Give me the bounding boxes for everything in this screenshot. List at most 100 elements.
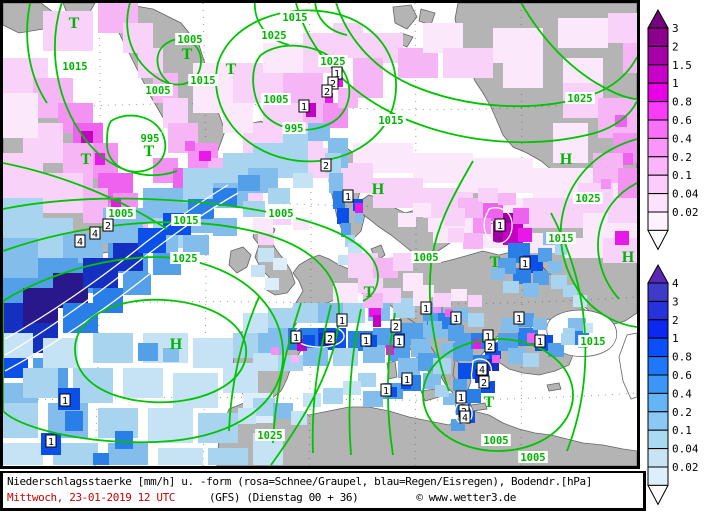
svg-text:1015: 1015 [190, 75, 215, 87]
svg-text:1: 1 [334, 69, 340, 80]
svg-text:1005: 1005 [413, 252, 438, 264]
pressure-label: 1025 [318, 55, 348, 68]
pressure-labels: 1015 1005 1015 1005 995 1015 1025 1025 1005 995 10… [60, 11, 608, 464]
precip-max-label: 2 [320, 158, 332, 172]
precip-max-label: 4 [476, 362, 488, 376]
svg-text:2: 2 [327, 334, 333, 345]
legend-rain-scale: 4 3 2 1 0.8 0.6 0.4 0.2 0.1 0.04 0.02 [647, 263, 699, 506]
precip-max-label: 1 [401, 372, 413, 386]
precip-max-label: 1 [336, 313, 348, 327]
legend-tick-label: 3 [672, 22, 679, 35]
svg-text:1: 1 [497, 221, 503, 232]
svg-text:1: 1 [458, 393, 464, 404]
precip-max-label: 4 [74, 234, 86, 248]
svg-text:1: 1 [453, 314, 459, 325]
caspian-sea [618, 332, 637, 400]
precip-max-label: 1 [298, 99, 310, 113]
legend-tick-label: 0.02 [672, 461, 699, 474]
svg-text:1: 1 [423, 304, 429, 315]
precip-max-label: 4 [89, 226, 101, 240]
low-pressure-markers: T T T T T T T T [69, 15, 501, 411]
caption-date: Mittwoch, 23-01-2019 12 UTC [7, 491, 176, 504]
pressure-label: 1015 [60, 60, 90, 73]
pressure-label: 1005 [261, 93, 291, 106]
precip-max-label: 1 [455, 390, 467, 404]
svg-text:1: 1 [485, 332, 491, 343]
svg-text:1: 1 [522, 259, 528, 270]
svg-text:1: 1 [516, 314, 522, 325]
svg-text:H: H [170, 336, 183, 353]
precip-max-label: 1 [342, 189, 354, 203]
precip-max-label: 1 [380, 383, 392, 397]
svg-text:1: 1 [48, 437, 54, 448]
svg-text:T: T [364, 284, 375, 301]
svg-text:1: 1 [339, 316, 345, 327]
precip-max-label: 1 [513, 311, 525, 325]
isobars [3, 3, 637, 466]
caption-title: Niederschlagsstaerke [mm/h] u. -form (ro… [7, 475, 592, 488]
legend-snow-scale: 3 2 1.5 1 0.8 0.6 0.4 0.2 0.1 0.04 0.02 [647, 8, 699, 251]
svg-text:2: 2 [481, 378, 487, 389]
svg-text:H: H [372, 181, 385, 198]
svg-text:1005: 1005 [108, 208, 133, 220]
legend-tick-label: 3 [672, 295, 679, 308]
svg-text:T: T [226, 61, 237, 78]
svg-text:T: T [490, 254, 501, 271]
precip-max-label: 2 [321, 84, 333, 98]
svg-text:1: 1 [345, 192, 351, 203]
pressure-label: 1005 [518, 451, 548, 464]
svg-text:1005: 1005 [483, 435, 508, 447]
legend-tick-label: 2 [672, 314, 679, 327]
pressure-label: 1025 [565, 92, 595, 105]
svg-text:1: 1 [383, 386, 389, 397]
legend-tick-label: 0.04 [672, 188, 699, 201]
pressure-label: 1015 [578, 335, 608, 348]
svg-text:1025: 1025 [172, 253, 197, 265]
svg-text:2: 2 [323, 161, 329, 172]
svg-text:1025: 1025 [567, 93, 592, 105]
pressure-label: 1025 [255, 429, 285, 442]
svg-text:1015: 1015 [173, 215, 198, 227]
svg-text:1: 1 [537, 337, 543, 348]
svg-text:H: H [560, 151, 573, 168]
svg-text:1005: 1005 [177, 34, 202, 46]
legend-tick-label: 0.4 [672, 132, 692, 145]
precip-max-label: 1 [45, 434, 57, 448]
pressure-label: 1005 [411, 251, 441, 264]
precip-max-label: 1 [534, 334, 546, 348]
legend-tick-label: 0.6 [672, 369, 692, 382]
map-frame: 1015 1005 1015 1005 995 1015 1025 1025 1005 995 10… [0, 0, 640, 469]
svg-text:T: T [69, 15, 80, 32]
svg-text:1015: 1015 [378, 115, 403, 127]
high-pressure-markers: H H H H [170, 151, 635, 353]
pressure-label: 1015 [376, 114, 406, 127]
precip-max-label: 2 [327, 76, 339, 90]
precip-max-label: 1 [59, 393, 71, 407]
precip-max-label: 2 [102, 218, 114, 232]
svg-text:T: T [81, 151, 92, 168]
pressure-label: 1005 [266, 207, 296, 220]
svg-text:1005: 1005 [268, 208, 293, 220]
caption-meta: Mittwoch, 23-01-2019 12 UTC (GFS) (Diens… [7, 490, 639, 506]
legend-tick-label: 0.04 [672, 443, 699, 456]
svg-text:T: T [484, 394, 495, 411]
pressure-label: 1015 [546, 232, 576, 245]
legend-tick-label: 0.2 [672, 406, 692, 419]
legend-tick-label: 0.4 [672, 387, 692, 400]
precipitation-cells [3, 3, 637, 465]
precip-max-labels: 12211244211121121111112421241111 [45, 66, 546, 448]
svg-text:4: 4 [77, 237, 83, 248]
caption-model-run: (GFS) (Dienstag 00 + 36) [209, 491, 359, 504]
legend-tick-label: 0.8 [672, 96, 692, 109]
svg-text:T: T [144, 143, 155, 160]
precip-max-label: 1 [290, 330, 302, 344]
precip-max-label: 2 [484, 339, 496, 353]
svg-text:4: 4 [92, 229, 98, 240]
precip-max-label: 1 [494, 218, 506, 232]
svg-text:T: T [182, 46, 193, 63]
pressure-label: 1025 [170, 252, 200, 265]
svg-text:1: 1 [301, 102, 307, 113]
svg-text:2: 2 [105, 221, 111, 232]
legend-tick-label: 1 [672, 332, 679, 345]
